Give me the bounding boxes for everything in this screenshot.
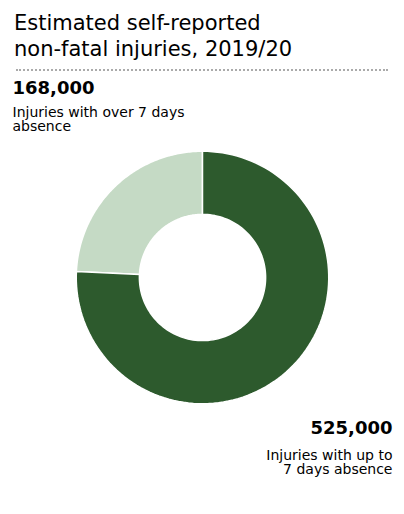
svg-text:Injuries with up to7 days abse: Injuries with up to7 days absence (266, 446, 392, 476)
svg-text:525,000: 525,000 (311, 416, 393, 437)
svg-text:168,000: 168,000 (13, 77, 95, 98)
html-text:Estimated self-reported non-fa: Estimated self-reported non-fatal injuri… (14, 11, 293, 62)
svg-text:Injuries with over 7 daysabsen: Injuries with over 7 daysabsence (13, 104, 185, 134)
